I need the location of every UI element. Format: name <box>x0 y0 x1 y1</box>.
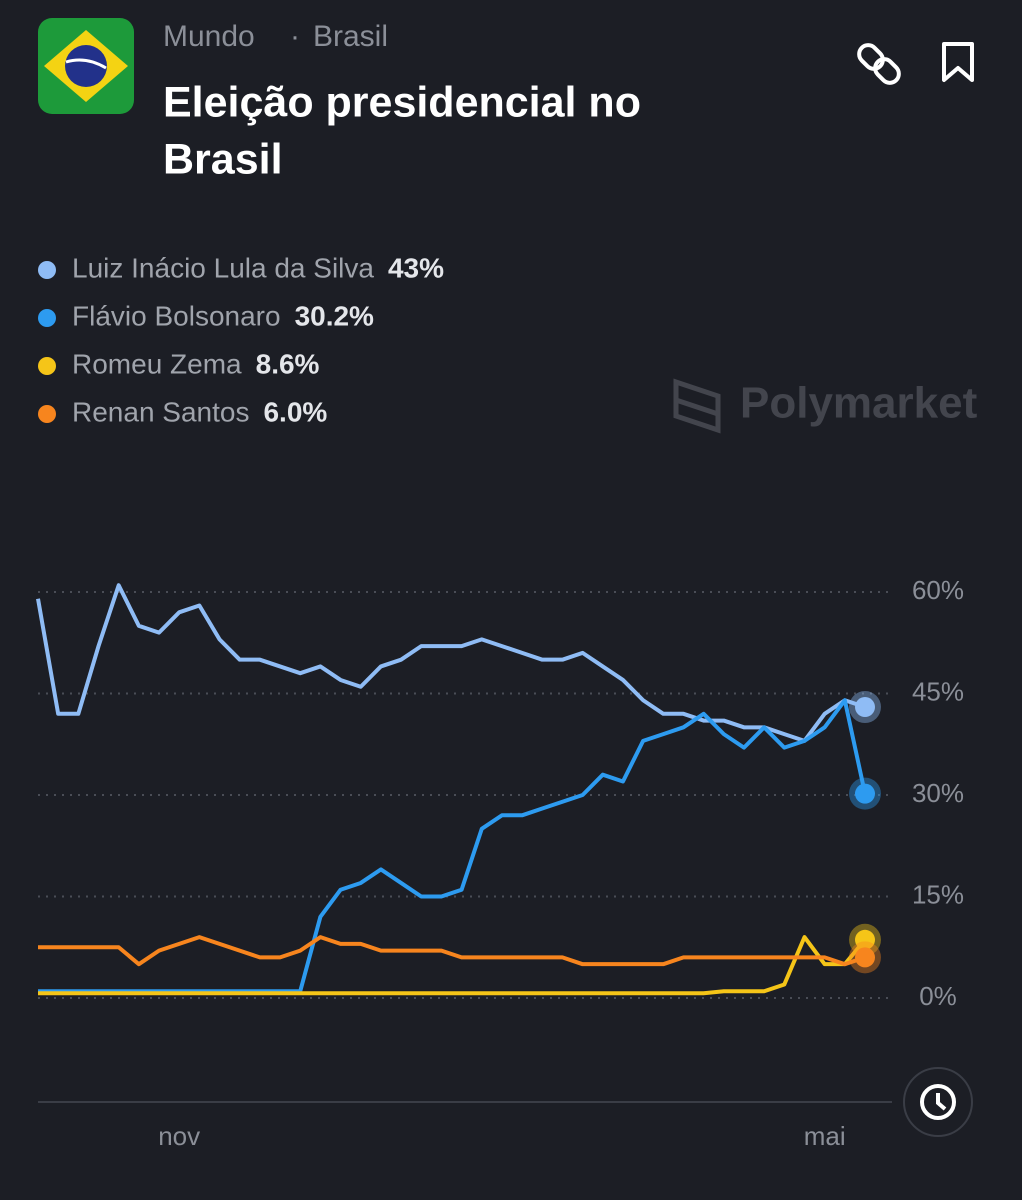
legend-value: 30.2% <box>295 300 374 331</box>
legend-name: Romeu Zema <box>72 348 242 379</box>
breadcrumb[interactable]: Mundo <box>163 20 255 53</box>
watermark-text: Polymarket <box>740 379 978 428</box>
y-tick-label: 30% <box>912 778 964 808</box>
series-line <box>38 935 866 967</box>
separator: · <box>290 20 300 53</box>
end-marker <box>855 697 875 718</box>
end-marker <box>855 929 875 950</box>
y-tick-label: 45% <box>912 676 964 706</box>
legend-value: 8.6% <box>256 348 320 379</box>
end-marker <box>855 783 875 804</box>
series-line <box>36 583 866 743</box>
y-tick-label: 15% <box>912 879 964 909</box>
watermark: Polymarket <box>673 378 978 434</box>
title: Eleição presidencial no <box>163 78 641 126</box>
end-marker <box>855 947 875 968</box>
x-tick-label: mai <box>804 1121 846 1151</box>
legend-dot <box>38 309 56 327</box>
legend-value: 6.0% <box>263 396 327 427</box>
y-tick-label: 0% <box>919 981 957 1011</box>
legend-name: Flávio Bolsonaro <box>72 300 281 331</box>
legend-name: Renan Santos <box>72 396 249 427</box>
link-icon[interactable] <box>855 41 902 86</box>
legend-value: 43% <box>388 252 444 283</box>
legend-dot <box>38 405 56 423</box>
title: Brasil <box>163 135 283 183</box>
legend-dot <box>38 357 56 375</box>
flag <box>38 18 134 114</box>
legend-dot <box>38 261 56 279</box>
clock-button[interactable] <box>903 1067 973 1137</box>
bookmark-icon[interactable] <box>942 42 974 82</box>
x-tick-label: nov <box>158 1121 200 1151</box>
series-line <box>38 698 867 994</box>
series-line <box>38 935 867 996</box>
breadcrumb[interactable]: Brasil <box>313 20 388 53</box>
y-tick-label: 60% <box>912 575 964 605</box>
legend-name: Luiz Inácio Lula da Silva <box>72 252 374 283</box>
